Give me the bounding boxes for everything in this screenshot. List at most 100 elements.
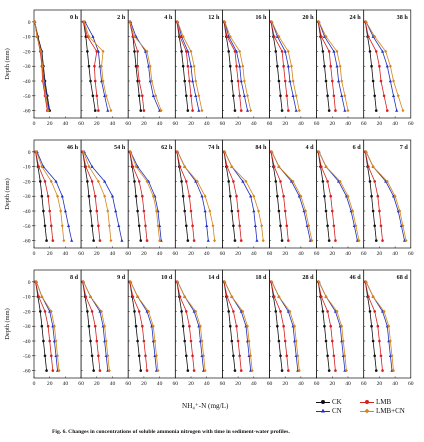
data-point-lmb-cn xyxy=(393,194,397,198)
data-point-lmb-cn xyxy=(156,224,160,228)
data-point-ck xyxy=(279,224,282,228)
data-point-lmb xyxy=(287,239,290,242)
data-point-lmb xyxy=(239,369,243,372)
data-point-ck xyxy=(279,354,282,358)
data-point-lmb-cn xyxy=(293,324,297,328)
data-point-lmb-cn xyxy=(200,108,204,113)
data-point-lmb-cn xyxy=(101,49,105,54)
panel-frame xyxy=(363,139,412,249)
data-point-lmb xyxy=(283,209,287,213)
panel-time-label: 4 h xyxy=(164,14,173,21)
data-point-ck xyxy=(133,310,136,313)
data-point-lmb-cn xyxy=(103,194,107,198)
data-point-cn xyxy=(194,94,198,98)
legend-label-ck: CK xyxy=(332,398,342,406)
x-tick-label: 20 xyxy=(94,251,100,257)
data-point-ck xyxy=(232,94,235,98)
data-point-ck xyxy=(368,50,372,53)
x-tick-label: 60 xyxy=(125,381,131,387)
data-point-lmb-cn xyxy=(150,79,154,83)
data-point-lmb-cn xyxy=(396,94,400,98)
panel-time-label: 68 d xyxy=(397,274,409,281)
data-point-ck xyxy=(274,180,278,183)
panel-time-label: 62 h xyxy=(161,144,173,151)
data-point-cn xyxy=(106,108,110,112)
y-tick-label: -60 xyxy=(23,109,31,115)
data-point-lmb xyxy=(331,339,334,343)
data-point-lmb xyxy=(225,165,229,168)
data-point-lmb-cn xyxy=(151,324,155,328)
data-point-ck xyxy=(280,109,284,112)
data-point-lmb xyxy=(48,209,51,213)
data-point-ck xyxy=(324,339,328,343)
data-point-lmb xyxy=(191,109,194,112)
panel-frame xyxy=(127,269,176,379)
series-line-lmb xyxy=(129,151,148,241)
data-point-lmb-cn xyxy=(200,339,204,343)
panel-frame xyxy=(269,269,317,379)
data-point-lmb xyxy=(98,239,102,242)
data-point-ck xyxy=(183,209,187,213)
x-tick-label: 20 xyxy=(94,381,100,387)
data-point-lmb xyxy=(285,354,289,358)
data-point-lmb-cn xyxy=(132,34,136,39)
panel-time-label: 2 h xyxy=(117,14,126,21)
data-point-lmb-cn xyxy=(364,280,368,284)
data-point-lmb xyxy=(93,79,97,83)
data-point-lmb-cn xyxy=(56,194,60,198)
data-point-ck xyxy=(228,194,232,198)
data-point-lmb-cn xyxy=(136,294,140,299)
data-point-lmb-cn xyxy=(34,280,38,284)
data-point-lmb-cn xyxy=(129,150,133,154)
x-tick-label: 40 xyxy=(298,121,304,127)
data-point-lmb-cn xyxy=(401,224,405,228)
y-tick-label: -60 xyxy=(23,239,31,245)
x-tick-label: 40 xyxy=(110,381,116,387)
x-tick-label: 20 xyxy=(188,121,194,127)
data-point-lmb-cn xyxy=(96,179,100,184)
data-point-ck xyxy=(326,354,329,358)
data-point-lmb xyxy=(192,369,196,372)
series-line-lmb xyxy=(270,281,289,371)
data-point-ck xyxy=(133,50,136,53)
data-point-lmb xyxy=(236,339,240,343)
data-point-ck xyxy=(230,79,234,83)
data-point-cn xyxy=(242,94,246,98)
data-point-lmb-cn xyxy=(87,164,91,169)
data-point-lmb-cn xyxy=(89,294,93,299)
series-line-lmb xyxy=(35,151,54,241)
data-point-lmb-cn xyxy=(87,34,91,39)
x-tick-label: 60 xyxy=(173,381,179,387)
x-tick-label: 20 xyxy=(330,121,336,127)
y-tick-label: -20 xyxy=(23,49,31,55)
data-point-cn xyxy=(151,94,155,98)
data-point-lmb-cn xyxy=(107,368,111,373)
data-point-ck xyxy=(43,354,47,358)
data-point-lmb xyxy=(51,369,55,372)
figure-caption: Fig. 6. Changes in concentrations of sol… xyxy=(52,429,290,435)
x-tick-label: 40 xyxy=(251,121,257,127)
panel-frame xyxy=(222,269,270,379)
data-point-lmb-cn xyxy=(299,194,303,198)
data-point-lmb-cn xyxy=(247,339,251,343)
panel-time-label: 20 h xyxy=(302,14,314,21)
data-point-lmb xyxy=(46,324,50,328)
x-tick-label: 40 xyxy=(157,251,163,257)
legend-label-lmb-cn: LMB+CN xyxy=(376,407,405,415)
series-line-lmb xyxy=(317,151,336,241)
data-point-lmb-cn xyxy=(104,339,108,343)
data-point-cn xyxy=(245,108,250,112)
data-point-lmb xyxy=(144,354,147,358)
x-tick-label: 20 xyxy=(377,251,383,257)
data-point-lmb-cn xyxy=(159,108,163,113)
data-point-lmb-cn xyxy=(291,179,295,184)
data-point-ck xyxy=(186,369,190,372)
y-axis-label-row0: Depth (mm) xyxy=(4,48,11,79)
data-point-lmb-cn xyxy=(297,368,301,373)
data-point-lmb-cn xyxy=(194,309,198,314)
data-point-lmb-cn xyxy=(128,20,132,24)
data-point-ck xyxy=(180,180,183,183)
data-point-ck xyxy=(92,369,95,372)
data-point-cn xyxy=(189,64,193,68)
